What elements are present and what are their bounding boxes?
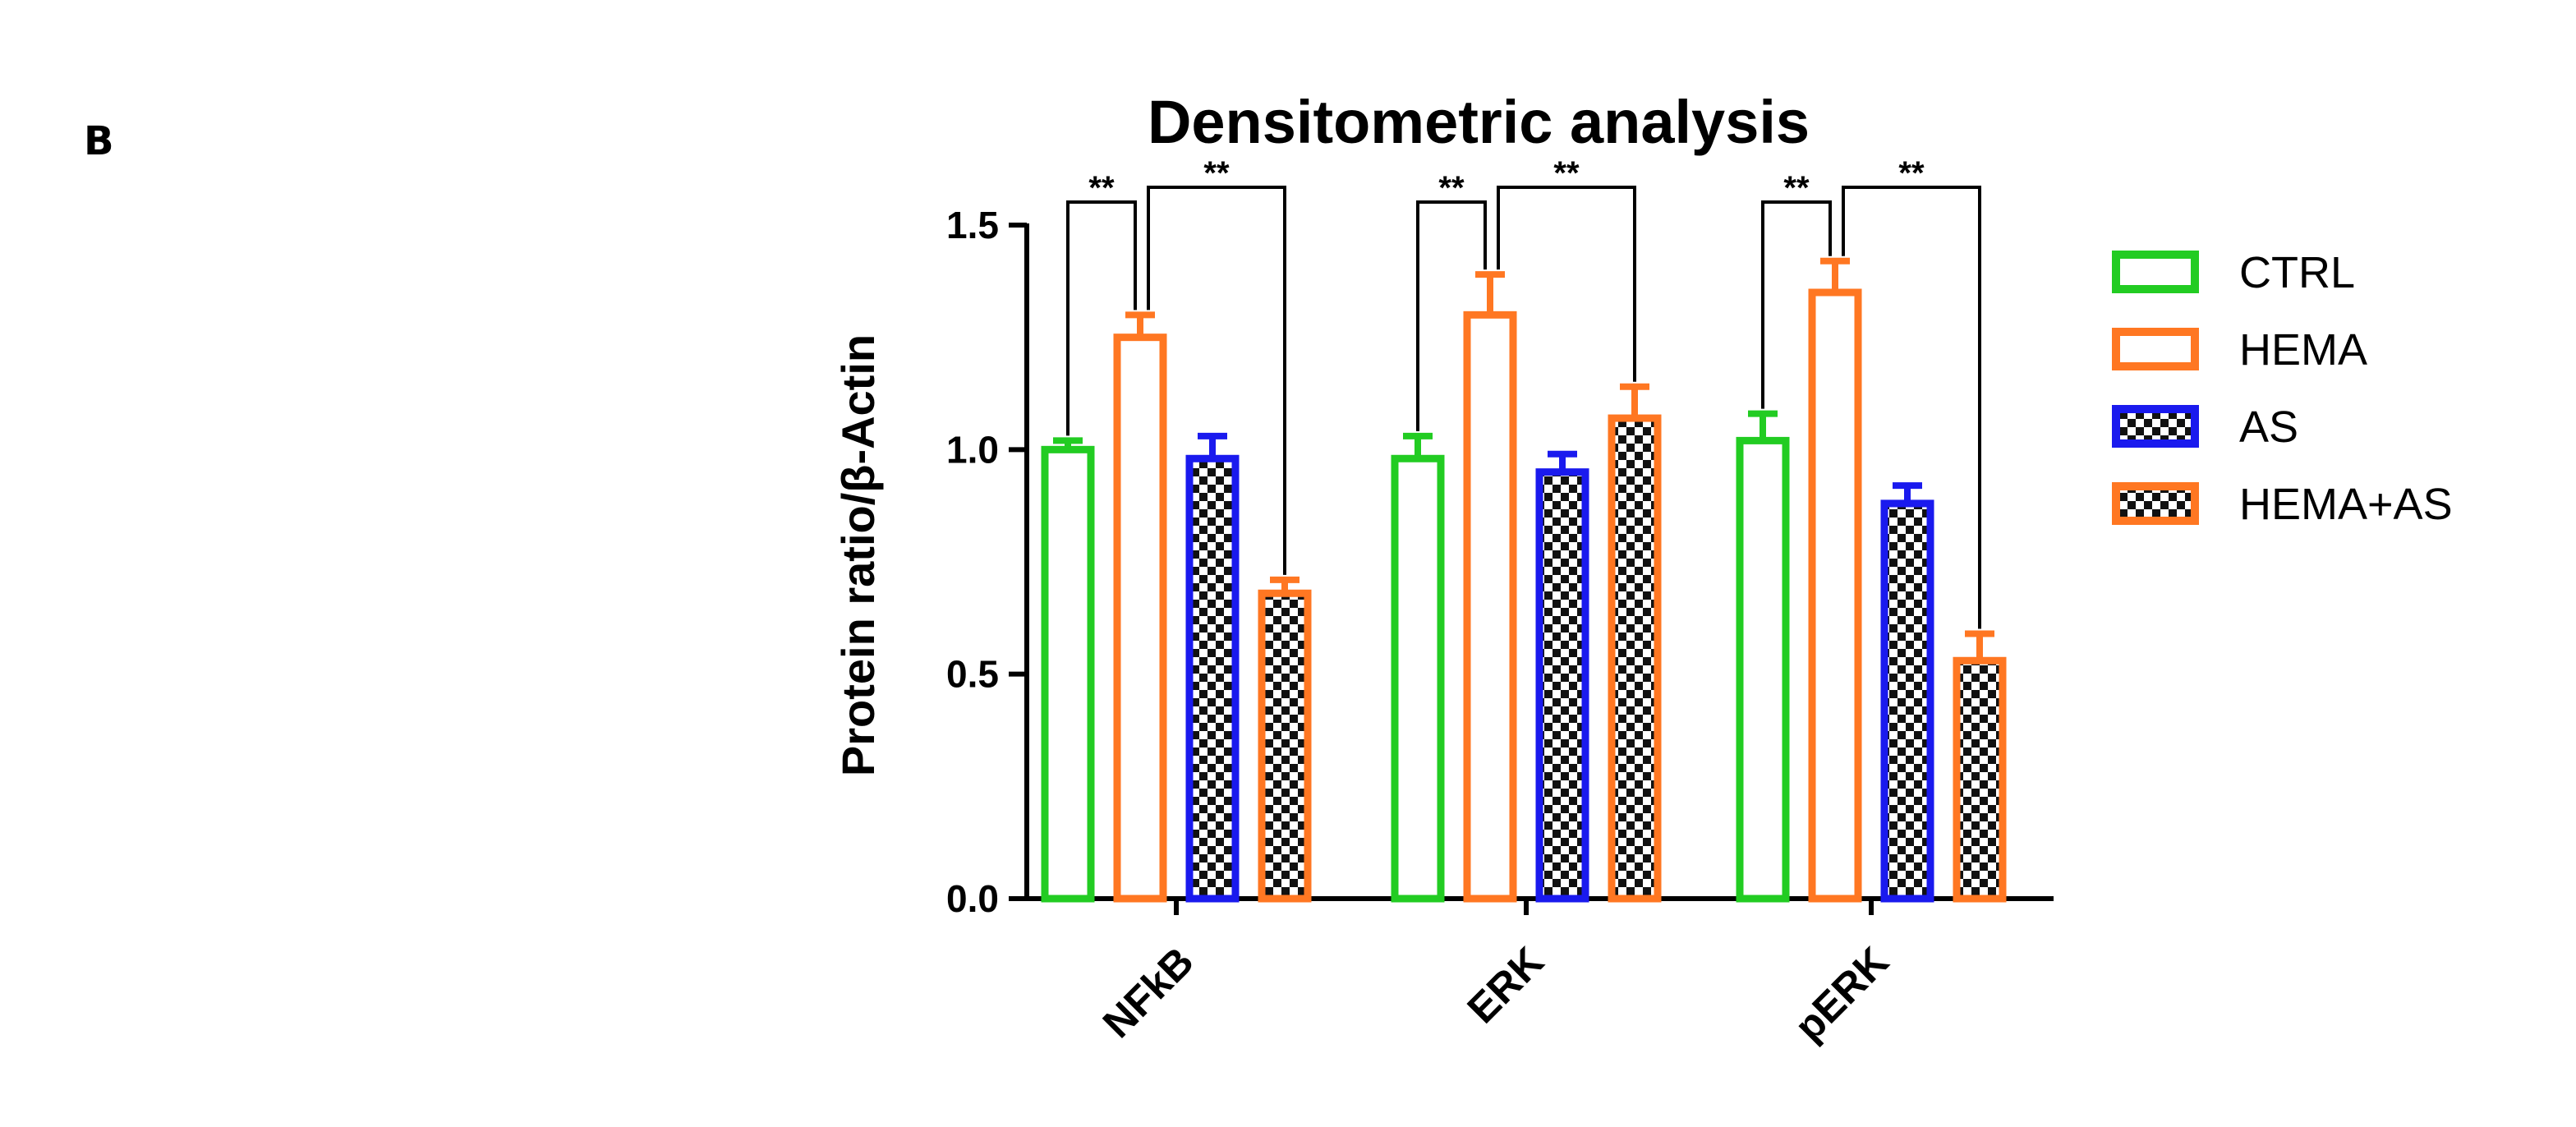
legend: CTRL HEMA AS HEMA+AS bbox=[2112, 248, 2453, 529]
x-tick-label: NFkB bbox=[1094, 938, 1203, 1046]
legend-swatch bbox=[2112, 328, 2199, 370]
significance-label: ** bbox=[1898, 155, 1925, 191]
significance-label: ** bbox=[1203, 155, 1230, 191]
bar bbox=[1535, 468, 1589, 903]
x-tick-label: ERK bbox=[1459, 938, 1552, 1032]
chart-title: Densitometric analysis bbox=[1148, 88, 1810, 156]
legend-label: HEMA bbox=[2239, 325, 2367, 375]
y-tick-label: 0.0 bbox=[946, 877, 999, 920]
y-tick-label: 1.5 bbox=[946, 204, 999, 246]
significance-bracket bbox=[1147, 186, 1286, 575]
bar bbox=[1463, 310, 1517, 903]
y-tick-label: 1.0 bbox=[946, 428, 999, 471]
significance-label: ** bbox=[1783, 170, 1810, 206]
bar bbox=[1041, 445, 1095, 903]
legend-swatch bbox=[2112, 405, 2199, 448]
legend-label: CTRL bbox=[2239, 248, 2355, 297]
significance-bracket bbox=[1761, 200, 1832, 409]
significance-label: ** bbox=[1088, 170, 1115, 206]
significance-brackets: ** ** ** ** ** ** bbox=[1066, 155, 1981, 629]
bar bbox=[1185, 454, 1240, 903]
legend-swatch bbox=[2112, 482, 2199, 525]
bars bbox=[1041, 257, 2007, 903]
legend-label: HEMA+AS bbox=[2239, 480, 2453, 529]
significance-bracket bbox=[1842, 186, 1981, 629]
bar bbox=[1736, 436, 1790, 903]
bar bbox=[1880, 499, 1934, 903]
significance-bracket bbox=[1416, 200, 1487, 431]
bar bbox=[1608, 414, 1662, 903]
significance-bracket bbox=[1497, 186, 1636, 382]
significance-label: ** bbox=[1438, 170, 1465, 206]
bar bbox=[1808, 288, 1862, 903]
significance-label: ** bbox=[1553, 155, 1580, 191]
bar bbox=[1953, 656, 2007, 903]
legend-label: AS bbox=[2239, 402, 2298, 452]
bar bbox=[1258, 589, 1312, 903]
bar bbox=[1113, 334, 1167, 903]
legend-swatch bbox=[2112, 251, 2199, 293]
significance-bracket bbox=[1066, 200, 1137, 436]
bar bbox=[1391, 454, 1445, 903]
panel-label: B bbox=[84, 118, 114, 164]
y-axis-label: Protein ratio/β-Actin bbox=[832, 334, 884, 776]
y-tick-label: 0.5 bbox=[946, 653, 999, 696]
x-tick-label: pERK bbox=[1786, 938, 1898, 1050]
